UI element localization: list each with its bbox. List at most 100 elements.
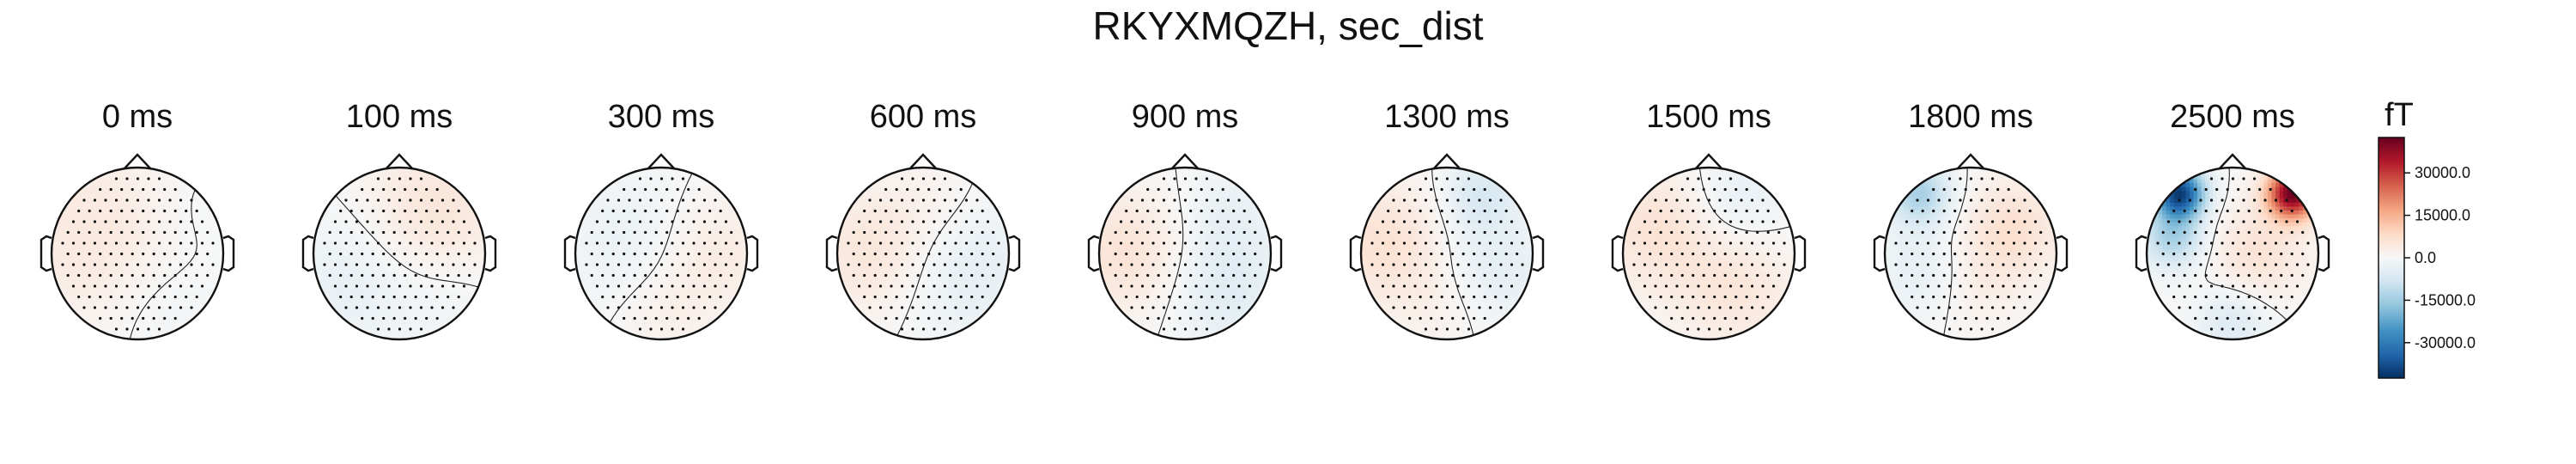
field-cell [352,335,357,339]
field-cell [164,269,169,274]
field-cell [356,218,361,223]
field-cell [145,237,150,242]
field-cell [90,284,95,290]
field-cell [450,218,455,223]
field-cell [481,315,485,321]
field-cell [586,214,592,219]
field-cell [422,179,428,184]
field-cell [219,218,223,223]
field-cell [383,183,388,188]
field-cell [743,222,747,227]
field-cell [59,280,64,285]
field-cell [380,198,385,204]
field-cell [469,304,474,309]
field-cell [594,171,599,176]
field-cell [415,308,420,313]
field-cell [348,214,354,219]
field-cell [164,198,169,204]
field-cell [469,253,474,259]
field-cell [438,292,443,297]
sensor-dot [200,263,204,266]
field-cell [59,320,64,325]
field-cell [168,179,173,184]
field-cell [649,206,654,211]
field-cell [176,171,181,176]
field-cell [368,327,373,333]
field-cell [469,257,474,262]
field-cell [121,183,126,188]
field-cell [317,249,322,254]
field-cell [375,300,380,305]
field-cell [418,234,423,239]
field-cell [121,194,126,199]
field-cell [133,315,138,321]
field-cell [82,312,88,317]
field-cell [317,186,322,192]
field-cell [743,214,747,219]
sensor-dot [179,263,183,266]
field-cell [211,171,216,176]
sensor-dot [462,241,466,245]
sensor-dot [457,295,460,299]
field-cell [211,257,216,262]
field-cell [113,226,118,231]
field-cell [415,292,420,297]
field-cell [149,284,154,290]
field-cell [215,272,221,278]
field-cell [317,331,322,337]
field-cell [219,186,223,192]
field-cell [368,186,373,192]
field-cell [153,218,158,223]
field-cell [52,335,57,339]
field-cell [415,265,420,270]
field-cell [129,249,135,254]
topomap-panel [301,153,497,341]
field-cell [383,194,388,199]
field-cell [337,308,342,313]
field-cell [704,226,709,231]
field-cell [407,222,412,227]
field-cell [653,179,659,184]
field-cell [465,261,471,266]
field-cell [395,171,400,176]
field-cell [161,191,166,196]
field-cell [403,261,408,266]
field-cell [204,335,209,339]
field-cell [383,320,388,325]
field-cell [321,183,326,188]
field-cell [176,288,181,294]
field-cell [337,272,342,278]
field-cell [90,288,95,294]
field-cell [458,234,463,239]
field-cell [196,234,201,239]
field-cell [102,288,107,294]
field-cell [196,211,201,216]
field-cell [90,269,95,274]
field-cell [469,261,474,266]
field-cell [383,229,388,235]
field-cell [211,253,216,259]
field-cell [153,323,158,328]
field-cell [90,191,95,196]
field-cell [594,168,599,173]
field-cell [168,272,173,278]
field-cell [94,186,100,192]
field-cell [450,327,455,333]
field-cell [720,218,725,223]
field-cell [329,237,334,242]
field-cell [340,300,345,305]
field-cell [465,171,471,176]
field-cell [340,280,345,285]
sensor-dot [409,177,412,180]
field-cell [410,218,416,223]
field-cell [450,300,455,305]
field-cell [55,304,60,309]
field-cell [94,198,100,204]
sensor-dot [125,241,129,245]
field-cell [86,198,92,204]
field-cell [434,175,440,180]
field-cell [121,179,126,184]
field-cell [82,168,88,173]
field-cell [477,191,483,196]
field-cell [329,284,334,290]
